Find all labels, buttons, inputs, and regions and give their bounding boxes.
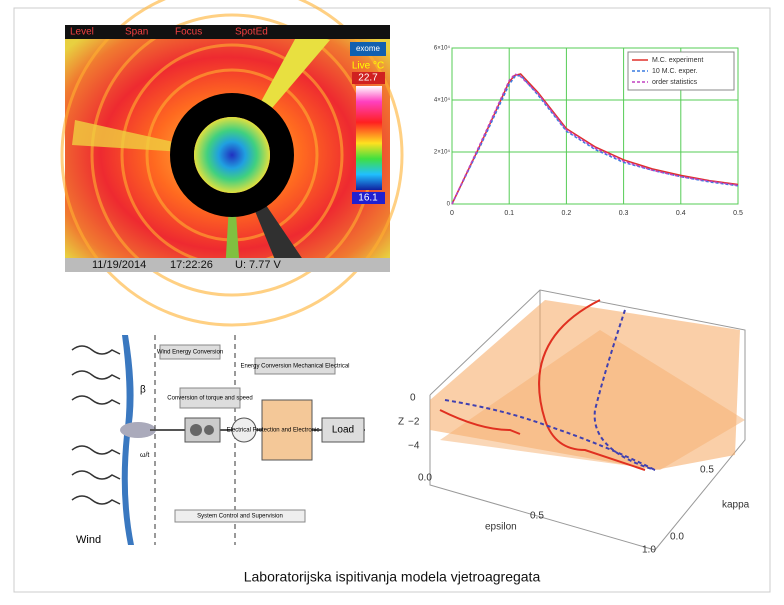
y-tick-label: 2×10⁴ bbox=[434, 149, 451, 156]
x-tick-label: 0.5 bbox=[733, 210, 743, 217]
wind-diagram: Wind Energy Conversion Conversion of tor… bbox=[72, 335, 365, 546]
label: Wind bbox=[76, 534, 101, 546]
legend-label: order statistics bbox=[652, 79, 698, 86]
label: Conversion of torque and speed bbox=[167, 396, 252, 402]
tick-label: −4 bbox=[408, 441, 420, 452]
line-plot: 0 0.1 0.2 0.3 0.4 0.5 0 2×10⁴ 4×10⁴ 6×10⁴ M.C. exp… bbox=[434, 45, 743, 217]
min-temp: 16.1 bbox=[358, 193, 378, 204]
max-temp: 22.7 bbox=[358, 73, 378, 84]
label: Load bbox=[332, 425, 354, 436]
tick-label: 0 bbox=[410, 393, 416, 404]
tick-label: 0.0 bbox=[670, 532, 684, 543]
toolbar-item: Focus bbox=[175, 27, 202, 38]
date: 11/19/2014 bbox=[92, 259, 146, 271]
thermal-image: Level Span Focus SpotEd exome Live °C 22… bbox=[62, 0, 402, 325]
label: β bbox=[140, 385, 146, 396]
tick-label: 0.5 bbox=[700, 465, 714, 476]
figure: Level Span Focus SpotEd exome Live °C 22… bbox=[0, 0, 784, 600]
x-tick-label: 0.1 bbox=[504, 210, 514, 217]
axis-label: epsilon bbox=[485, 522, 517, 533]
toolbar-item: Level bbox=[70, 27, 94, 38]
x-tick-label: 0.3 bbox=[619, 210, 629, 217]
voltage: U: 7.77 V bbox=[235, 259, 282, 271]
label: ω/t bbox=[140, 452, 149, 459]
axis-label: kappa bbox=[722, 500, 750, 511]
label: Wind Energy Conversion bbox=[157, 350, 223, 356]
x-tick-label: 0 bbox=[450, 210, 454, 217]
page: Level Span Focus SpotEd exome Live °C 22… bbox=[0, 0, 784, 605]
mode: Live °C bbox=[352, 61, 384, 72]
legend-label: 10 M.C. exper. bbox=[652, 68, 698, 75]
time: 17:22:26 bbox=[170, 259, 213, 271]
x-tick-label: 0.2 bbox=[562, 210, 572, 217]
y-tick-label: 4×10⁴ bbox=[434, 97, 451, 104]
tick-label: 0.5 bbox=[530, 511, 544, 522]
y-tick-label: 6×10⁴ bbox=[434, 45, 451, 52]
legend-label: M.C. experiment bbox=[652, 57, 703, 64]
surface-plot: 0 Z −2 −4 0.0 0.5 1.0 epsilon 0.0 0.5 ka… bbox=[398, 290, 750, 556]
toolbar-item: SpotEd bbox=[235, 27, 268, 38]
y-tick-label: 0 bbox=[447, 202, 451, 208]
axis-label: Z bbox=[398, 417, 404, 428]
label: Energy Conversion Mechanical Electrical bbox=[240, 364, 349, 370]
toolbar-item: Span bbox=[125, 27, 148, 38]
tick-label: 1.0 bbox=[642, 545, 656, 556]
x-tick-label: 0.4 bbox=[676, 210, 686, 217]
caption: Laboratorijska ispitivanja modela vjetro… bbox=[244, 569, 541, 585]
tick-label: −2 bbox=[408, 417, 420, 428]
tick-label: 0.0 bbox=[418, 473, 432, 484]
brand: exome bbox=[356, 44, 381, 53]
label: System Control and Supervision bbox=[197, 514, 283, 520]
